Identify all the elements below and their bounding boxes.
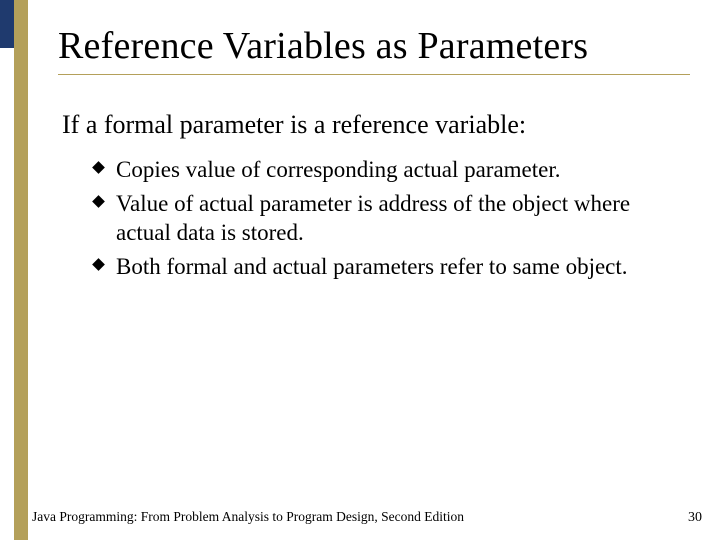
- slide-footer: Java Programming: From Problem Analysis …: [0, 509, 720, 526]
- list-item: Both formal and actual parameters refer …: [94, 252, 684, 281]
- slide-title: Reference Variables as Parameters: [58, 26, 690, 68]
- intro-text: If a formal parameter is a reference var…: [58, 109, 690, 142]
- slide-content: Reference Variables as Parameters If a f…: [28, 0, 720, 540]
- page-number: 30: [688, 510, 702, 526]
- diamond-bullet-icon: [92, 258, 105, 271]
- bullet-text: Both formal and actual parameters refer …: [116, 254, 628, 279]
- bullet-text: Copies value of corresponding actual par…: [116, 157, 561, 182]
- accent-stripe-gold: [14, 0, 28, 540]
- bullet-list: Copies value of corresponding actual par…: [58, 155, 690, 281]
- accent-stripe-navy: [0, 0, 14, 48]
- footer-text: Java Programming: From Problem Analysis …: [32, 509, 464, 525]
- list-item: Copies value of corresponding actual par…: [94, 155, 684, 184]
- list-item: Value of actual parameter is address of …: [94, 189, 684, 248]
- title-underline: [58, 74, 690, 75]
- bullet-text: Value of actual parameter is address of …: [116, 191, 630, 245]
- diamond-bullet-icon: [92, 161, 105, 174]
- diamond-bullet-icon: [92, 195, 105, 208]
